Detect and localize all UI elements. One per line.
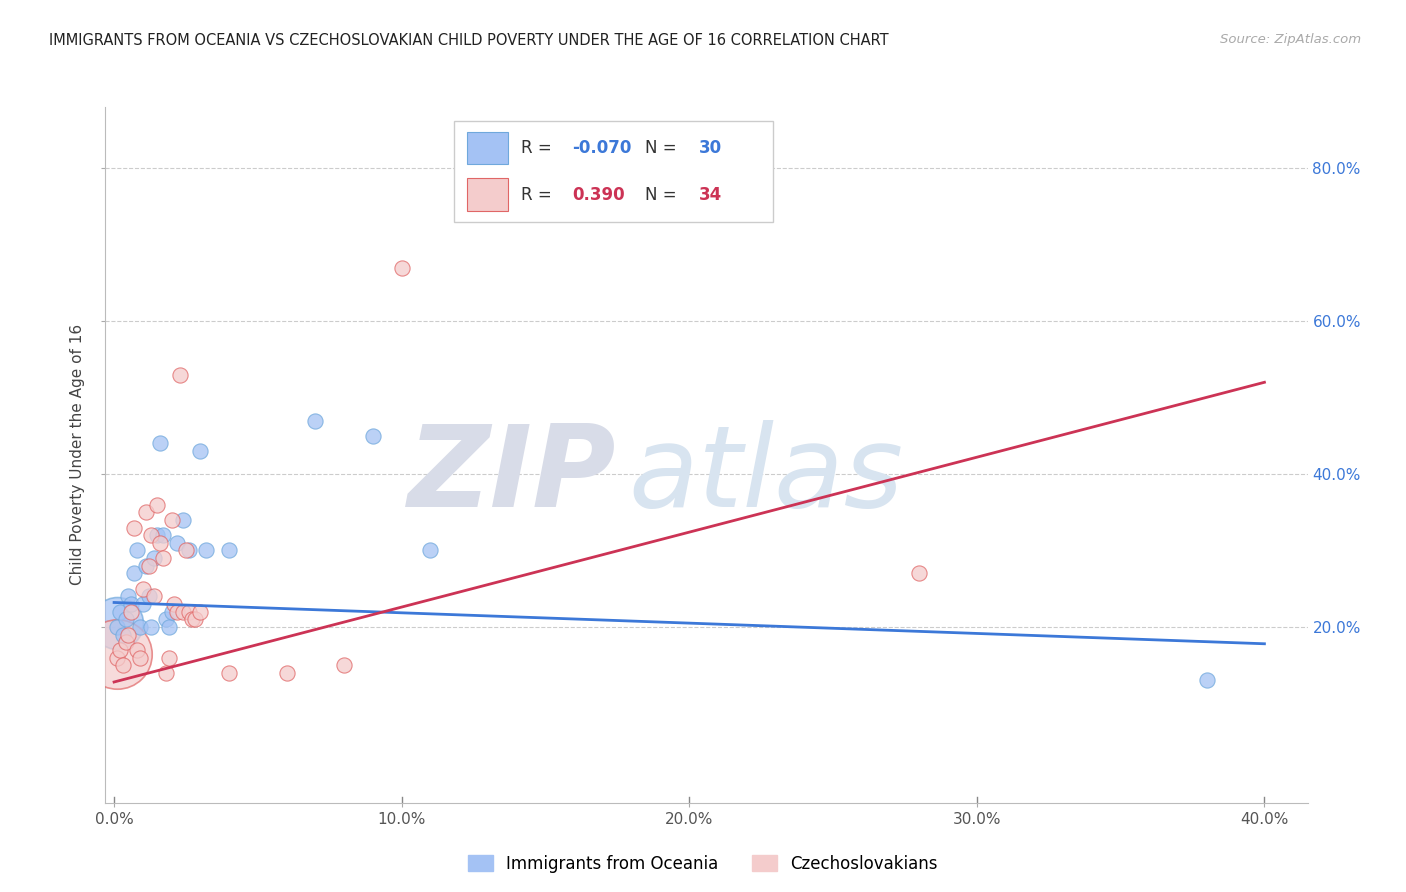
Point — [180, 612, 202, 626]
Point — [166, 536, 188, 550]
Point — [114, 612, 136, 626]
Point — [120, 597, 142, 611]
Point — [152, 528, 174, 542]
Point — [155, 665, 177, 680]
Text: ZIP: ZIP — [408, 420, 616, 532]
Point — [177, 543, 200, 558]
Legend: Immigrants from Oceania, Czechoslovakians: Immigrants from Oceania, Czechoslovakian… — [461, 848, 945, 880]
Point — [160, 513, 183, 527]
Point — [908, 566, 931, 581]
Point — [174, 543, 197, 558]
Point — [188, 605, 212, 619]
Point — [143, 590, 166, 604]
Point — [169, 368, 191, 382]
Point — [105, 620, 128, 634]
Point — [276, 665, 298, 680]
Point — [172, 605, 194, 619]
Point — [195, 543, 218, 558]
Point — [183, 612, 205, 626]
Point — [127, 643, 149, 657]
Point — [172, 513, 194, 527]
Point — [141, 528, 163, 542]
Point — [157, 650, 180, 665]
Point — [1195, 673, 1218, 688]
Point — [218, 543, 240, 558]
Point — [160, 605, 183, 619]
Point — [111, 627, 134, 641]
Y-axis label: Child Poverty Under the Age of 16: Child Poverty Under the Age of 16 — [70, 325, 86, 585]
Point — [132, 582, 155, 596]
Point — [143, 551, 166, 566]
Point — [157, 620, 180, 634]
Point — [105, 647, 128, 661]
Point — [132, 597, 155, 611]
Point — [120, 605, 142, 619]
Point — [166, 605, 188, 619]
Point — [146, 498, 169, 512]
Point — [155, 612, 177, 626]
Point — [149, 436, 172, 450]
Point — [163, 597, 186, 611]
Point — [152, 551, 174, 566]
Point — [129, 650, 152, 665]
Text: Source: ZipAtlas.com: Source: ZipAtlas.com — [1220, 33, 1361, 46]
Point — [419, 543, 441, 558]
Point — [304, 413, 326, 427]
Point — [111, 658, 134, 673]
Point — [122, 566, 145, 581]
Point — [117, 590, 139, 604]
Point — [117, 627, 139, 641]
Point — [129, 620, 152, 634]
Point — [177, 605, 200, 619]
Point — [188, 444, 212, 458]
Text: IMMIGRANTS FROM OCEANIA VS CZECHOSLOVAKIAN CHILD POVERTY UNDER THE AGE OF 16 COR: IMMIGRANTS FROM OCEANIA VS CZECHOSLOVAKI… — [49, 33, 889, 48]
Point — [138, 590, 160, 604]
Point — [108, 643, 131, 657]
Point — [127, 543, 149, 558]
Text: atlas: atlas — [628, 420, 904, 532]
Point — [146, 528, 169, 542]
Point — [333, 658, 356, 673]
Point — [114, 635, 136, 649]
Point — [141, 620, 163, 634]
Point — [391, 260, 413, 275]
Point — [218, 665, 240, 680]
Point — [105, 650, 128, 665]
Point — [122, 520, 145, 534]
Point — [135, 505, 157, 519]
Point — [138, 558, 160, 573]
Point — [105, 616, 128, 631]
Point — [108, 605, 131, 619]
Point — [149, 536, 172, 550]
Point — [135, 558, 157, 573]
Point — [361, 429, 384, 443]
